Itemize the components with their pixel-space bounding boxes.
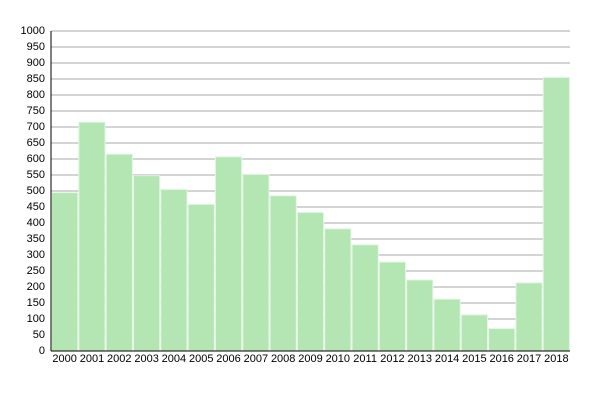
bar [351,244,379,352]
bar [78,121,106,352]
x-tick-label: 2001 [80,353,104,365]
y-tick-label: 950 [27,41,45,53]
bar [296,211,325,352]
x-tick-label: 2003 [134,353,158,365]
x-tick-label: 2013 [408,353,432,365]
bar [515,282,543,352]
bar [160,188,188,352]
y-tick-label: 800 [27,89,45,101]
y-tick-label: 0 [39,345,45,357]
bar [242,173,270,352]
y-tick-label: 700 [27,121,45,133]
bar [324,228,352,352]
x-tick-label: 2014 [435,353,459,365]
bar [378,261,407,352]
bar [51,192,79,352]
x-tick-label: 2007 [244,353,268,365]
y-tick-label: 900 [27,57,45,69]
x-tick-label: 2017 [517,353,541,365]
y-tick-label: 200 [27,281,45,293]
x-tick-label: 2011 [353,353,377,365]
x-tick-label: 2000 [52,353,76,365]
bar [214,156,243,352]
x-tick-label: 2018 [544,353,568,365]
y-tick-label: 500 [27,185,45,197]
x-tick-label: 2015 [462,353,486,365]
bar [132,175,161,352]
bar [105,153,133,352]
x-tick-label: 2006 [216,353,240,365]
bar [488,328,516,352]
y-tick-label: 550 [27,169,45,181]
y-tick-label: 750 [27,105,45,117]
y-tick-label: 600 [27,153,45,165]
bar [460,314,489,352]
y-tick-label: 850 [27,73,45,85]
bar [269,195,297,352]
y-tick-label: 400 [27,217,45,229]
y-tick-label: 350 [27,233,45,245]
x-tick-label: 2010 [326,353,350,365]
y-tick-label: 100 [27,313,45,325]
y-tick-label: 50 [33,329,45,341]
y-tick-label: 250 [27,265,45,277]
bar [433,298,461,352]
x-tick-label: 2016 [489,353,513,365]
x-tick-label: 2012 [380,353,404,365]
y-tick-label: 150 [27,297,45,309]
bar [542,76,570,352]
x-tick-label: 2002 [107,353,131,365]
x-tick-label: 2004 [162,353,186,365]
y-tick-label: 450 [27,201,45,213]
x-tick-label: 2008 [271,353,295,365]
bar [406,279,434,352]
y-tick-label: 300 [27,249,45,261]
x-tick-label: 2009 [298,353,322,365]
bar [187,203,215,352]
y-tick-label: 650 [27,137,45,149]
x-tick-label: 2005 [189,353,213,365]
y-tick-label: 1000 [21,25,45,37]
